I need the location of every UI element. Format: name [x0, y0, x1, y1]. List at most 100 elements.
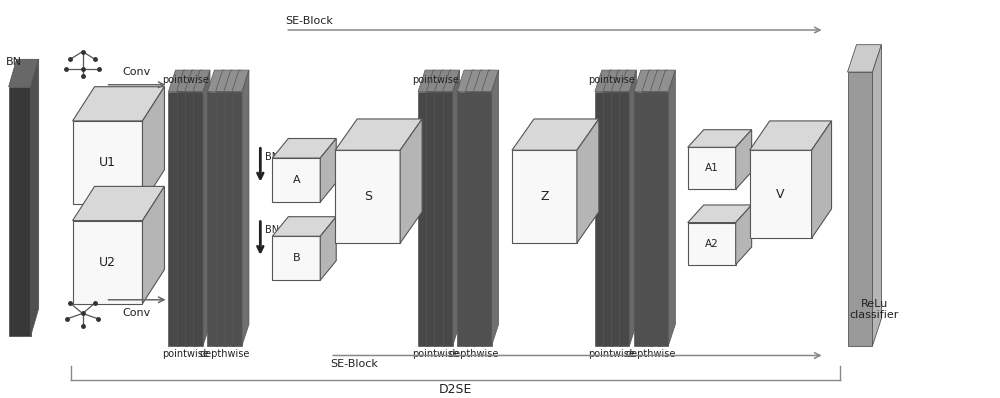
- Polygon shape: [467, 70, 474, 346]
- Polygon shape: [457, 92, 467, 346]
- Text: A1: A1: [705, 163, 719, 173]
- Polygon shape: [465, 92, 475, 346]
- Polygon shape: [613, 70, 620, 346]
- Polygon shape: [203, 70, 210, 346]
- Polygon shape: [9, 87, 31, 336]
- Polygon shape: [621, 70, 628, 346]
- Polygon shape: [688, 130, 752, 147]
- Polygon shape: [242, 70, 249, 346]
- Polygon shape: [475, 70, 482, 346]
- Text: pointwise: pointwise: [588, 349, 635, 359]
- Polygon shape: [483, 70, 490, 346]
- Polygon shape: [335, 119, 422, 150]
- Polygon shape: [443, 70, 460, 92]
- Polygon shape: [320, 217, 336, 280]
- Polygon shape: [658, 92, 668, 346]
- Polygon shape: [73, 186, 164, 220]
- Polygon shape: [217, 70, 224, 346]
- Polygon shape: [443, 92, 453, 346]
- Polygon shape: [272, 139, 336, 158]
- Text: depthwise: depthwise: [199, 349, 250, 359]
- Polygon shape: [207, 92, 217, 346]
- Polygon shape: [512, 119, 599, 150]
- Polygon shape: [224, 92, 234, 346]
- Polygon shape: [595, 92, 605, 346]
- Text: U2: U2: [99, 256, 116, 269]
- Polygon shape: [216, 92, 226, 346]
- Text: Z: Z: [540, 190, 549, 203]
- Polygon shape: [642, 92, 652, 346]
- Polygon shape: [232, 92, 242, 346]
- Polygon shape: [642, 70, 659, 92]
- Polygon shape: [224, 70, 241, 92]
- Polygon shape: [177, 70, 194, 92]
- Polygon shape: [668, 70, 675, 346]
- Text: U1: U1: [99, 156, 116, 169]
- Polygon shape: [465, 70, 482, 92]
- Polygon shape: [650, 92, 660, 346]
- Polygon shape: [660, 70, 667, 346]
- Polygon shape: [418, 70, 435, 92]
- Polygon shape: [453, 70, 460, 346]
- Polygon shape: [272, 158, 320, 202]
- Polygon shape: [272, 217, 336, 236]
- Polygon shape: [187, 70, 194, 346]
- Polygon shape: [473, 92, 483, 346]
- Polygon shape: [611, 70, 628, 92]
- Polygon shape: [812, 121, 832, 238]
- Polygon shape: [436, 70, 443, 346]
- Text: D2SE: D2SE: [438, 383, 472, 396]
- Polygon shape: [216, 70, 233, 92]
- Polygon shape: [736, 205, 752, 265]
- Polygon shape: [428, 70, 435, 346]
- Polygon shape: [736, 130, 752, 189]
- Polygon shape: [185, 92, 195, 346]
- Text: B: B: [292, 253, 300, 263]
- Text: depthwise: depthwise: [449, 349, 499, 359]
- Polygon shape: [320, 139, 336, 202]
- Polygon shape: [603, 92, 613, 346]
- Text: pointwise: pointwise: [412, 75, 459, 85]
- Text: SE-Block: SE-Block: [285, 16, 333, 26]
- Polygon shape: [482, 70, 499, 92]
- Polygon shape: [444, 70, 451, 346]
- Polygon shape: [644, 70, 651, 346]
- Polygon shape: [426, 70, 443, 92]
- Polygon shape: [848, 72, 872, 346]
- Text: A2: A2: [705, 238, 719, 249]
- Polygon shape: [9, 59, 39, 87]
- Polygon shape: [595, 70, 612, 92]
- Text: V: V: [776, 188, 785, 201]
- Text: pointwise: pointwise: [588, 75, 635, 85]
- Polygon shape: [73, 121, 142, 204]
- Polygon shape: [605, 70, 612, 346]
- Text: S: S: [364, 190, 372, 203]
- Text: BN: BN: [6, 57, 22, 67]
- Polygon shape: [232, 70, 249, 92]
- Polygon shape: [688, 222, 736, 265]
- Text: BN: BN: [265, 152, 279, 162]
- Polygon shape: [434, 70, 451, 92]
- Polygon shape: [512, 150, 577, 243]
- Polygon shape: [688, 205, 752, 222]
- Polygon shape: [400, 119, 422, 243]
- Text: depthwise: depthwise: [626, 349, 676, 359]
- Polygon shape: [688, 147, 736, 189]
- Polygon shape: [750, 121, 832, 150]
- Polygon shape: [418, 92, 428, 346]
- Polygon shape: [650, 70, 667, 92]
- Polygon shape: [73, 87, 164, 121]
- Text: Conv: Conv: [122, 67, 151, 77]
- Polygon shape: [619, 70, 636, 92]
- Polygon shape: [193, 70, 210, 92]
- Polygon shape: [73, 220, 142, 304]
- Polygon shape: [603, 70, 620, 92]
- Polygon shape: [426, 92, 436, 346]
- Text: A: A: [292, 175, 300, 185]
- Polygon shape: [272, 236, 320, 280]
- Polygon shape: [634, 92, 644, 346]
- Polygon shape: [226, 70, 233, 346]
- Text: SE-Block: SE-Block: [330, 359, 378, 369]
- Text: pointwise: pointwise: [162, 349, 209, 359]
- Polygon shape: [168, 70, 185, 92]
